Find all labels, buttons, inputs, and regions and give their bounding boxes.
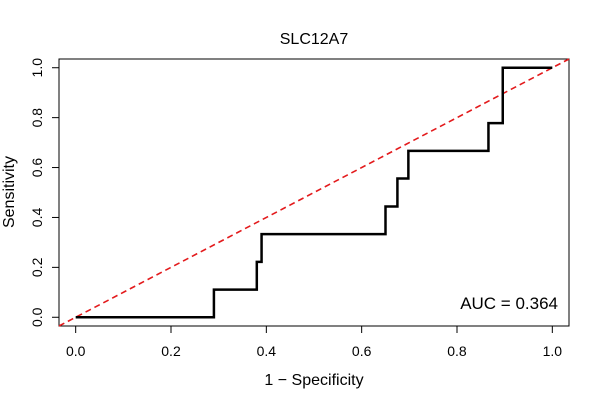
y-tick-label: 0.2 [29, 257, 45, 277]
roc-curve-line [75, 66, 553, 319]
x-tick-label: 0.6 [352, 343, 372, 359]
x-axis: 0.0 0.2 0.4 0.6 0.8 1.0 [66, 325, 563, 359]
y-axis: 0.0 0.2 0.4 0.6 0.8 1.0 [29, 58, 60, 327]
x-tick-label: 0.0 [66, 343, 86, 359]
y-tick-label: 0.6 [29, 158, 45, 178]
y-axis-label: Sensitivity [1, 156, 18, 228]
y-tick-label: 0.4 [29, 208, 45, 228]
y-tick-label: 1.0 [29, 58, 45, 78]
auc-annotation: AUC = 0.364 [460, 294, 558, 313]
plot-frame [58, 58, 570, 327]
chart-title: SLC12A7 [280, 31, 349, 48]
y-tick-label: 0.0 [29, 307, 45, 327]
y-tick-label: 0.8 [29, 108, 45, 128]
x-tick-label: 1.0 [543, 343, 563, 359]
x-axis-label: 1 − Specificity [264, 372, 363, 389]
x-tick-label: 0.2 [161, 343, 181, 359]
x-tick-label: 0.8 [447, 343, 467, 359]
series-layer [58, 58, 570, 327]
reference-diagonal-line [58, 58, 570, 327]
x-tick-label: 0.4 [257, 343, 277, 359]
